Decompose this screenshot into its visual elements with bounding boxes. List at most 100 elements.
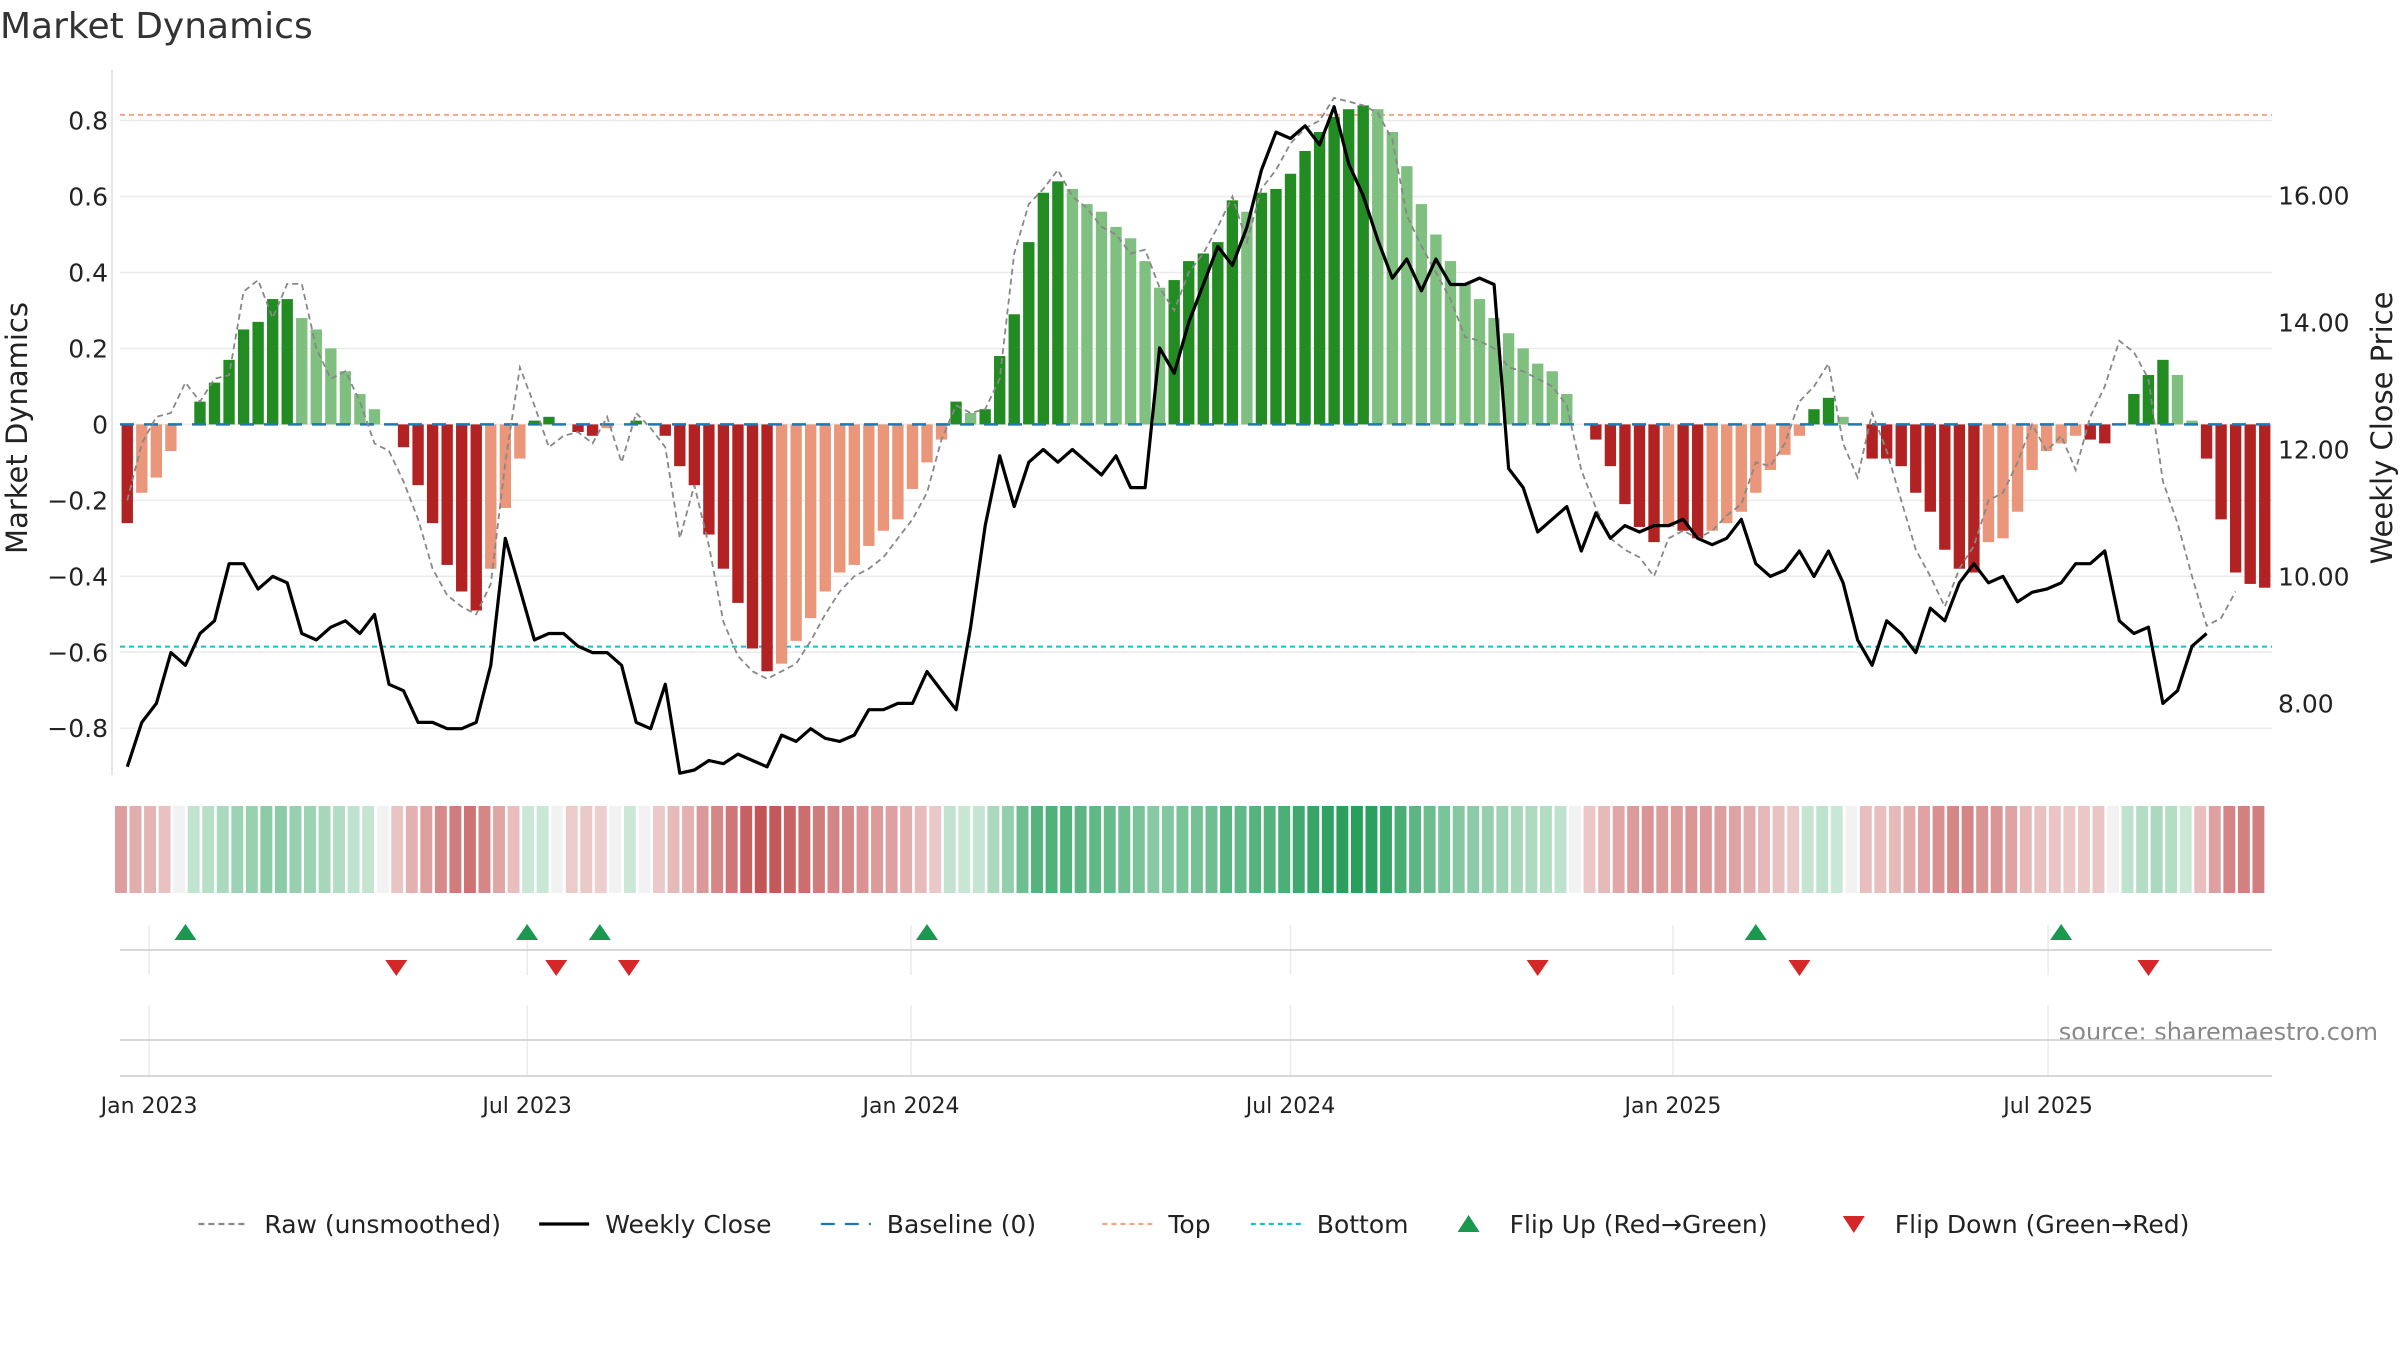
market-dynamics-bar xyxy=(1764,424,1777,470)
market-dynamics-bar xyxy=(1197,253,1209,425)
market-dynamics-bar xyxy=(994,356,1006,425)
regime-strip-cell xyxy=(1191,806,1203,893)
regime-strip-cell xyxy=(2194,806,2207,893)
regime-strip-cell xyxy=(2034,806,2047,893)
market-dynamics-bar xyxy=(528,420,541,425)
market-dynamics-bar xyxy=(354,394,366,425)
regime-strip-cell xyxy=(2165,806,2178,893)
market-dynamics-bar xyxy=(1081,204,1093,425)
regime-strip-cell xyxy=(245,806,258,893)
regime-strip-cell xyxy=(1307,806,1320,893)
regime-strip-cell xyxy=(1627,806,1640,893)
market-dynamics-bar xyxy=(1546,371,1558,425)
market-dynamics-bar xyxy=(877,424,890,531)
flip-markers-layer xyxy=(174,924,2160,976)
market-dynamics-bar xyxy=(1473,299,1486,425)
market-dynamics-bar xyxy=(1968,424,1980,573)
regime-strip-cell xyxy=(1525,806,1538,893)
market-dynamics-bar xyxy=(892,424,904,520)
legend-item: Flip Up (Red→Green) xyxy=(1457,1210,1767,1239)
regime-strip-cell xyxy=(2208,806,2221,893)
market-dynamics-bar xyxy=(1648,424,1660,543)
market-dynamics-bar xyxy=(237,329,250,425)
regime-strip-cell xyxy=(202,806,215,893)
regime-strip-cell xyxy=(638,806,651,893)
regime-strip-cell xyxy=(347,806,360,893)
chart-title: Market Dynamics xyxy=(0,6,313,47)
regime-strip-cell xyxy=(943,806,956,893)
legend-flip-down-symbol xyxy=(1842,1216,1865,1233)
regime-strip-cell xyxy=(1176,806,1189,893)
regime-strip-cell xyxy=(1699,806,1712,893)
market-dynamics-bar xyxy=(1488,318,1500,425)
regime-strip-cell xyxy=(1496,806,1509,893)
regime-strip-cell xyxy=(2237,806,2250,893)
market-dynamics-bar xyxy=(1008,314,1020,425)
regime-strip-cell xyxy=(391,806,404,893)
y2-axis-label: Weekly Close Price xyxy=(2365,292,2399,565)
regime-strip-cell xyxy=(725,806,738,893)
regime-strip-cell xyxy=(1758,806,1771,893)
market-dynamics-bar xyxy=(1677,424,1689,531)
market-dynamics-bar xyxy=(1124,238,1137,425)
regime-strip-cell xyxy=(1205,806,1218,893)
market-dynamics-bar xyxy=(1284,173,1297,425)
market-dynamics-bar xyxy=(572,424,584,432)
flip-up-marker xyxy=(588,924,611,940)
market-dynamics-bar xyxy=(834,424,846,573)
market-dynamics-bar xyxy=(979,409,991,425)
y-tick-label: −0.2 xyxy=(47,486,108,515)
market-dynamics-bar xyxy=(165,424,177,451)
market-dynamics-bar xyxy=(456,424,468,592)
regime-strip-cell xyxy=(173,806,186,893)
regime-strip-cell xyxy=(493,806,505,893)
regime-strip-cell xyxy=(463,806,476,893)
regime-strip-cell xyxy=(129,806,142,893)
regime-strip-cell xyxy=(1452,806,1465,893)
y2-tick-label: 8.00 xyxy=(2278,689,2334,718)
flip-up-marker xyxy=(2050,924,2073,940)
regime-strip-cell xyxy=(1539,806,1552,893)
y-tick-label: 0.6 xyxy=(68,183,108,212)
regime-strip-cell xyxy=(827,806,840,893)
market-dynamics-bar xyxy=(688,424,701,486)
regime-strip-cell xyxy=(653,806,665,893)
market-dynamics-bar xyxy=(426,424,439,524)
regime-strip-cell xyxy=(769,806,782,893)
regime-strip-cell xyxy=(1612,806,1625,893)
flip-down-marker xyxy=(545,960,568,976)
market-dynamics-bar xyxy=(252,321,264,425)
market-dynamics-bar xyxy=(1299,150,1311,425)
market-dynamics-bar xyxy=(1881,424,1893,459)
regime-strip-cell xyxy=(522,806,535,893)
y2-tick-label: 16.00 xyxy=(2278,182,2350,211)
regime-strip-cell xyxy=(1074,806,1087,893)
market-dynamics-bar xyxy=(1095,211,1108,425)
market-dynamics-bar xyxy=(223,359,235,425)
flip-down-marker xyxy=(1788,960,1811,976)
regime-strip-cell xyxy=(1976,806,1989,893)
regime-strip-cell xyxy=(2136,806,2149,893)
market-dynamics-bar xyxy=(1037,192,1049,425)
market-dynamics-bar xyxy=(935,424,948,440)
legend: Raw (unsmoothed) Weekly Close Baseline (0)… xyxy=(198,1210,2189,1239)
legend-label: Top xyxy=(1167,1210,1210,1239)
market-dynamics-bar xyxy=(1939,424,1951,550)
regime-strip-cell xyxy=(2048,806,2061,893)
regime-strip-cell xyxy=(1060,806,1073,893)
market-dynamics-bar xyxy=(397,424,410,448)
regime-strip-cell xyxy=(1990,806,2003,893)
regime-strip-cell xyxy=(667,806,680,893)
market-dynamics-bar xyxy=(761,424,773,672)
flip-down-marker xyxy=(617,960,640,976)
market-dynamics-bar xyxy=(2011,424,2024,512)
regime-strip-cell xyxy=(972,806,985,893)
regime-strip-cell xyxy=(623,806,636,893)
market-dynamics-bar xyxy=(1372,109,1384,425)
market-dynamics-bar xyxy=(136,424,148,493)
regime-strip-cell xyxy=(405,806,418,893)
market-dynamics-bar xyxy=(1910,424,1922,493)
flip-down-marker xyxy=(1526,960,1549,976)
regime-strip-cell xyxy=(1220,806,1233,893)
regime-strip-cell xyxy=(754,806,767,893)
